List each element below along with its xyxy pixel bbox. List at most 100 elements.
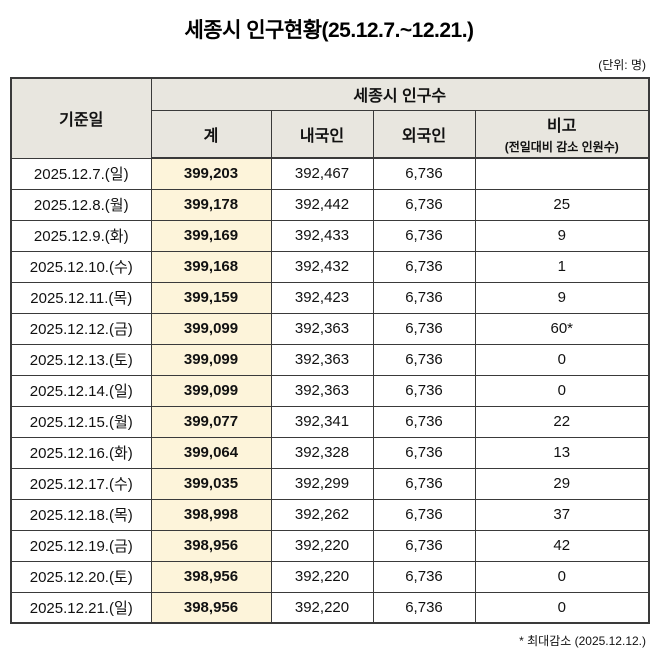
footnote: * 최대감소 (2025.12.12.)	[519, 634, 646, 648]
date-cell: 2025.12.15.(월)	[10, 405, 152, 438]
date-cell: 2025.12.12.(금)	[10, 312, 152, 345]
total-cell: 399,064	[150, 436, 272, 469]
foreigner-cell: 6,736	[372, 467, 476, 500]
remark-cell: 29	[474, 467, 650, 500]
foreigner-cell: 6,736	[372, 219, 476, 252]
korean-cell: 392,220	[270, 560, 374, 593]
table-row: 2025.12.16.(화) 399,064 392,328 6,736 13	[10, 436, 650, 469]
foreigner-cell: 6,736	[372, 312, 476, 345]
korean-cell: 392,262	[270, 498, 374, 531]
date-cell: 2025.12.21.(일)	[10, 591, 152, 624]
korean-cell: 392,363	[270, 374, 374, 407]
table-row: 2025.12.7.(일) 399,203 392,467 6,736	[10, 157, 650, 190]
remark-cell: 22	[474, 405, 650, 438]
foreigner-cell: 6,736	[372, 498, 476, 531]
date-cell: 2025.12.10.(수)	[10, 250, 152, 283]
korean-cell: 392,341	[270, 405, 374, 438]
foreigner-cell: 6,736	[372, 436, 476, 469]
table-row: 2025.12.11.(목) 399,159 392,423 6,736 9	[10, 281, 650, 314]
total-cell: 398,956	[150, 591, 272, 624]
foreigner-cell: 6,736	[372, 374, 476, 407]
korean-cell: 392,432	[270, 250, 374, 283]
remark-cell: 0	[474, 591, 650, 624]
table-row: 2025.12.19.(금) 398,956 392,220 6,736 42	[10, 529, 650, 562]
remark-cell	[474, 157, 650, 190]
total-cell: 399,159	[150, 281, 272, 314]
table-row: 2025.12.14.(일) 399,099 392,363 6,736 0	[10, 374, 650, 407]
total-cell: 399,077	[150, 405, 272, 438]
total-cell: 399,099	[150, 343, 272, 376]
date-cell: 2025.12.8.(월)	[10, 188, 152, 221]
table-row: 2025.12.20.(토) 398,956 392,220 6,736 0	[10, 560, 650, 593]
foreigner-cell: 6,736	[372, 560, 476, 593]
korean-cell: 392,299	[270, 467, 374, 500]
foreigner-cell: 6,736	[372, 405, 476, 438]
total-cell: 398,956	[150, 529, 272, 562]
total-cell: 399,035	[150, 467, 272, 500]
date-cell: 2025.12.11.(목)	[10, 281, 152, 314]
table-row: 2025.12.13.(토) 399,099 392,363 6,736 0	[10, 343, 650, 376]
foreigner-cell: 6,736	[372, 250, 476, 283]
remark-cell: 13	[474, 436, 650, 469]
foreigner-cell: 6,736	[372, 281, 476, 314]
date-cell: 2025.12.18.(목)	[10, 498, 152, 531]
remark-cell: 42	[474, 529, 650, 562]
table-body: 2025.12.7.(일) 399,203 392,467 6,736 2025.12.…	[10, 157, 650, 624]
korean-cell: 392,363	[270, 312, 374, 345]
table-row: 2025.12.17.(수) 399,035 392,299 6,736 29	[10, 467, 650, 500]
table-row: 2025.12.12.(금) 399,099 392,363 6,736 60*	[10, 312, 650, 345]
date-cell: 2025.12.7.(일)	[10, 157, 152, 190]
page-title: 세종시 인구현황(25.12.7.~12.21.)	[184, 19, 474, 42]
foreigner-cell: 6,736	[372, 591, 476, 624]
date-cell: 2025.12.17.(수)	[10, 467, 152, 500]
table-header: 기준일 세종시 인구수 계 내국인 외국인 비고 (전일대비 감소 인원수)	[10, 77, 650, 159]
korean-cell: 392,328	[270, 436, 374, 469]
table-row: 2025.12.18.(목) 398,998 392,262 6,736 37	[10, 498, 650, 531]
remark-cell: 0	[474, 560, 650, 593]
remark-cell: 25	[474, 188, 650, 221]
foreigner-cell: 6,736	[372, 188, 476, 221]
total-cell: 399,168	[150, 250, 272, 283]
remark-cell: 60*	[474, 312, 650, 345]
table-row: 2025.12.8.(월) 399,178 392,442 6,736 25	[10, 188, 650, 221]
total-cell: 398,956	[150, 560, 272, 593]
header-remark-title: 비고	[547, 118, 577, 136]
header-foreigner: 외국인	[372, 109, 476, 159]
header-population-group: 세종시 인구수	[150, 77, 650, 111]
foreigner-cell: 6,736	[372, 529, 476, 562]
foreigner-cell: 6,736	[372, 343, 476, 376]
header-remark: 비고 (전일대비 감소 인원수)	[474, 109, 650, 159]
table-row: 2025.12.10.(수) 399,168 392,432 6,736 1	[10, 250, 650, 283]
date-cell: 2025.12.13.(토)	[10, 343, 152, 376]
total-cell: 399,203	[150, 157, 272, 190]
table-row: 2025.12.21.(일) 398,956 392,220 6,736 0	[10, 591, 650, 624]
total-cell: 399,099	[150, 374, 272, 407]
korean-cell: 392,423	[270, 281, 374, 314]
date-cell: 2025.12.9.(화)	[10, 219, 152, 252]
korean-cell: 392,442	[270, 188, 374, 221]
remark-cell: 37	[474, 498, 650, 531]
header-row-2: 계 내국인 외국인 비고 (전일대비 감소 인원수)	[11, 109, 650, 159]
korean-cell: 392,433	[270, 219, 374, 252]
total-cell: 399,178	[150, 188, 272, 221]
header-korean: 내국인	[270, 109, 374, 159]
header-remark-subtitle: (전일대비 감소 인원수)	[504, 140, 619, 155]
remark-cell: 0	[474, 343, 650, 376]
total-cell: 399,169	[150, 219, 272, 252]
date-cell: 2025.12.16.(화)	[10, 436, 152, 469]
foreigner-cell: 6,736	[372, 157, 476, 190]
korean-cell: 392,467	[270, 157, 374, 190]
unit-note: (단위: 명)	[598, 58, 646, 72]
population-table: 기준일 세종시 인구수 계 내국인 외국인 비고 (전일대비 감소 인원수) 2…	[10, 77, 651, 624]
header-date: 기준일	[10, 77, 152, 159]
korean-cell: 392,220	[270, 591, 374, 624]
korean-cell: 392,363	[270, 343, 374, 376]
total-cell: 399,099	[150, 312, 272, 345]
korean-cell: 392,220	[270, 529, 374, 562]
table-row: 2025.12.9.(화) 399,169 392,433 6,736 9	[10, 219, 650, 252]
remark-cell: 9	[474, 281, 650, 314]
total-cell: 398,998	[150, 498, 272, 531]
header-total: 계	[150, 109, 272, 159]
date-cell: 2025.12.14.(일)	[10, 374, 152, 407]
